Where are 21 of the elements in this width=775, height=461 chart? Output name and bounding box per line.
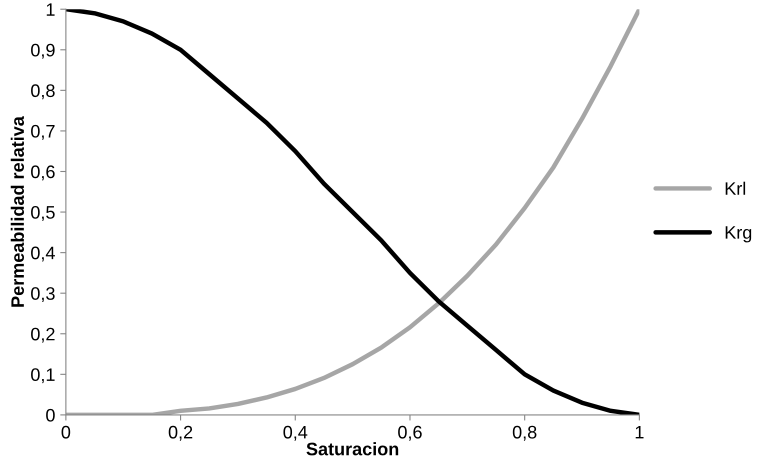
y-tick-label: 0,1 xyxy=(31,368,55,384)
x-tick-label: 1 xyxy=(636,426,644,438)
y-tick-label: 0,6 xyxy=(31,165,55,180)
y-tick-label: 0,3 xyxy=(31,287,55,302)
legend-label: Krl xyxy=(726,182,746,195)
y-tick-label: 0,7 xyxy=(31,124,55,140)
x-tick-label: 0 xyxy=(62,426,70,439)
x-tick-label: 0,2 xyxy=(168,426,192,441)
x-axis-title: Saturacion xyxy=(306,442,398,456)
x-tick-label: 0,6 xyxy=(398,426,422,441)
y-tick-label: 0,2 xyxy=(31,328,55,343)
y-tick-label: 1 xyxy=(46,3,55,16)
y-axis-title: Permeabilidad relativa xyxy=(10,116,24,307)
y-tick-label: 0,9 xyxy=(31,44,55,59)
x-tick-label: 0,4 xyxy=(283,426,308,441)
legend-label: Krg xyxy=(726,226,752,242)
y-tick-label: 0 xyxy=(46,408,55,422)
x-tick-label: 0,8 xyxy=(512,426,536,441)
y-tick-label: 0,5 xyxy=(31,206,55,221)
y-tick-label: 0,8 xyxy=(31,84,55,100)
y-tick-label: 0,4 xyxy=(31,246,55,262)
